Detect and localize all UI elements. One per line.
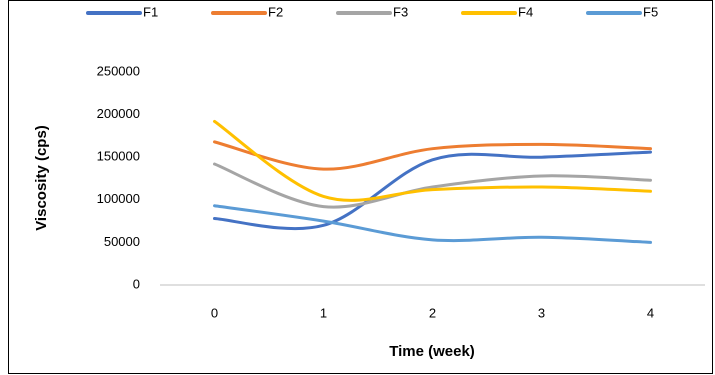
x-tick-label: 2 xyxy=(429,305,436,320)
y-tick-label: 100000 xyxy=(97,191,140,206)
x-axis-title: Time (week) xyxy=(389,343,475,360)
y-tick-label: 50000 xyxy=(104,234,140,249)
series-line xyxy=(213,140,652,171)
series-line xyxy=(213,119,652,202)
series-line xyxy=(213,150,652,231)
x-tick-label: 4 xyxy=(647,305,654,320)
chart-frame xyxy=(8,0,713,374)
legend-label: F2 xyxy=(268,4,283,19)
legend: F1 F2 F3 F4 F5 xyxy=(86,4,658,19)
y-axis-title: Viscosity (cps) xyxy=(33,125,50,231)
y-tick-label: 0 xyxy=(133,276,140,291)
y-tick-label: 150000 xyxy=(97,149,140,164)
legend-label: F4 xyxy=(518,4,533,19)
y-tick-label: 200000 xyxy=(97,106,140,121)
series-line xyxy=(213,204,652,244)
series-line xyxy=(213,162,652,209)
y-tick-label: 250000 xyxy=(97,63,140,78)
x-tick-label: 1 xyxy=(320,305,327,320)
x-tick-label: 3 xyxy=(538,305,545,320)
legend-label: F1 xyxy=(143,4,158,19)
x-tick-label: 0 xyxy=(211,305,218,320)
legend-label: F5 xyxy=(643,4,658,19)
legend-label: F3 xyxy=(393,4,408,19)
